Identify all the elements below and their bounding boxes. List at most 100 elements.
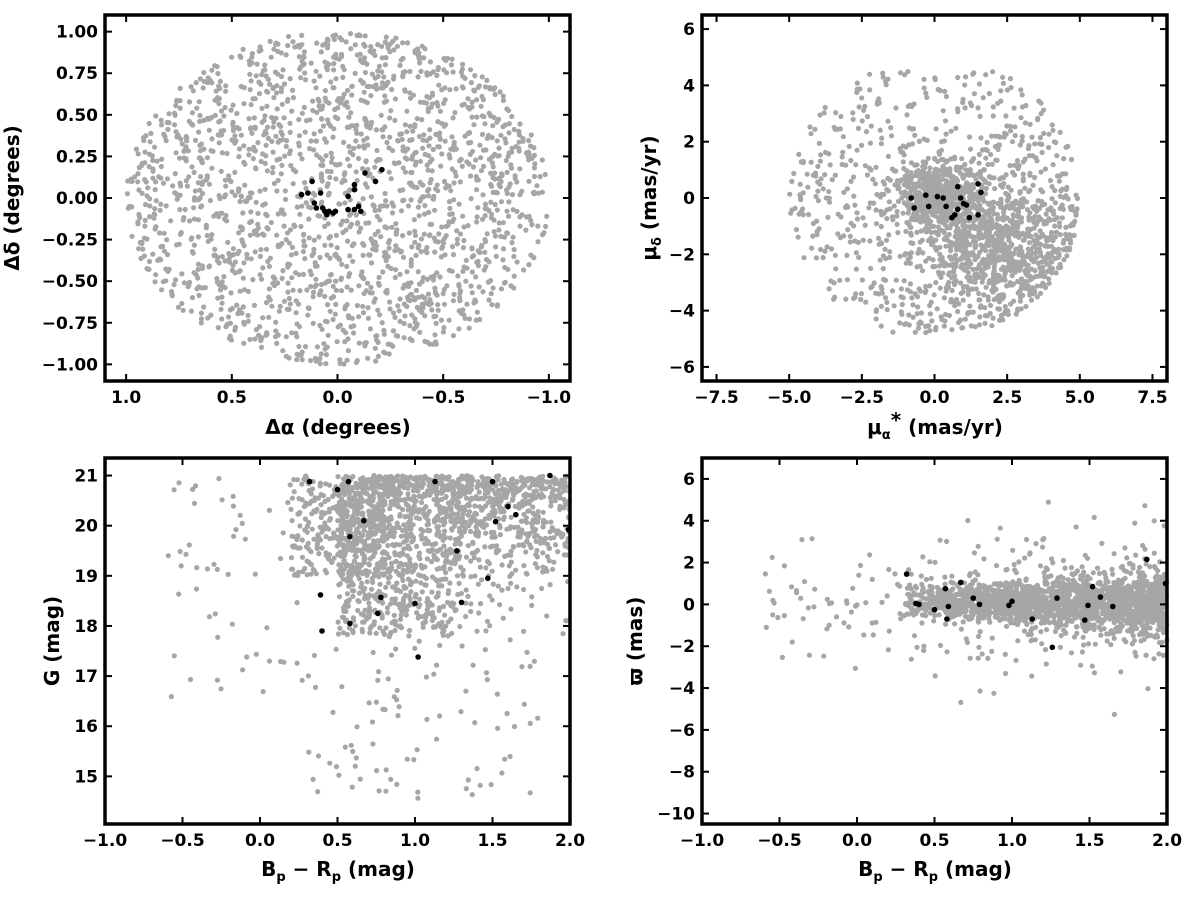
field-point bbox=[393, 221, 399, 227]
y-tick-label: −0.75 bbox=[42, 314, 98, 334]
field-point bbox=[421, 194, 427, 200]
field-point bbox=[1030, 182, 1036, 188]
field-point bbox=[998, 196, 1004, 202]
field-point bbox=[1037, 135, 1043, 141]
field-point bbox=[232, 324, 239, 330]
field-point bbox=[364, 135, 370, 141]
field-point bbox=[155, 257, 161, 263]
field-point bbox=[273, 40, 279, 46]
field-point bbox=[1046, 216, 1052, 222]
field-point bbox=[386, 145, 392, 151]
field-point bbox=[490, 285, 496, 291]
field-point bbox=[426, 95, 433, 101]
field-point bbox=[306, 749, 312, 755]
field-point bbox=[815, 163, 821, 169]
field-point bbox=[1038, 169, 1044, 175]
field-point bbox=[882, 295, 889, 301]
x-tick-label: 7.5 bbox=[1137, 388, 1167, 408]
field-point bbox=[256, 332, 262, 338]
field-point bbox=[486, 297, 492, 303]
field-point bbox=[303, 200, 309, 206]
field-point bbox=[540, 564, 546, 570]
field-point bbox=[388, 776, 394, 783]
field-point bbox=[1001, 209, 1007, 215]
field-point bbox=[382, 350, 388, 356]
field-point bbox=[526, 178, 532, 184]
field-point bbox=[939, 317, 945, 323]
field-point bbox=[333, 251, 339, 257]
field-point bbox=[312, 355, 318, 362]
field-point bbox=[384, 139, 390, 146]
field-point bbox=[351, 145, 357, 151]
field-point bbox=[388, 601, 394, 607]
field-point bbox=[946, 272, 952, 278]
field-point bbox=[534, 183, 540, 189]
field-point bbox=[398, 248, 404, 254]
field-point bbox=[439, 244, 446, 250]
field-point bbox=[989, 133, 995, 139]
field-point bbox=[257, 253, 263, 259]
field-point bbox=[424, 138, 430, 144]
field-point bbox=[411, 217, 417, 223]
field-point bbox=[459, 102, 465, 108]
field-point bbox=[333, 76, 339, 82]
field-point bbox=[1032, 174, 1038, 181]
field-point bbox=[418, 236, 424, 242]
field-point bbox=[390, 328, 396, 334]
field-point bbox=[382, 190, 388, 197]
field-point bbox=[294, 660, 300, 666]
field-point bbox=[907, 102, 913, 108]
field-point bbox=[538, 494, 544, 501]
field-point bbox=[965, 309, 971, 316]
field-point bbox=[1008, 258, 1014, 264]
field-point bbox=[280, 348, 286, 354]
field-point bbox=[169, 293, 175, 299]
field-point bbox=[474, 214, 480, 220]
field-point bbox=[279, 207, 285, 213]
field-point bbox=[402, 122, 408, 128]
field-point bbox=[967, 242, 973, 248]
field-point bbox=[463, 613, 469, 620]
field-point bbox=[1038, 290, 1044, 296]
plot-frame-sky bbox=[103, 13, 572, 383]
field-point bbox=[1040, 264, 1046, 270]
field-point bbox=[288, 163, 294, 169]
field-point bbox=[152, 144, 158, 150]
field-point bbox=[236, 154, 242, 160]
field-point bbox=[320, 123, 327, 129]
field-point bbox=[388, 108, 394, 114]
field-point bbox=[1007, 205, 1013, 211]
field-point bbox=[147, 196, 153, 202]
field-point bbox=[873, 207, 879, 213]
field-point bbox=[384, 225, 390, 231]
field-point bbox=[383, 258, 389, 264]
field-point bbox=[433, 341, 439, 347]
field-point bbox=[508, 580, 514, 587]
field-point bbox=[135, 179, 141, 185]
field-point bbox=[299, 156, 305, 162]
field-point bbox=[153, 272, 159, 278]
field-point bbox=[523, 227, 529, 233]
field-point bbox=[1046, 144, 1052, 151]
field-point bbox=[400, 147, 406, 153]
field-point bbox=[209, 67, 215, 73]
field-point bbox=[287, 148, 293, 154]
field-point bbox=[933, 185, 939, 191]
field-point bbox=[315, 96, 321, 102]
field-point bbox=[880, 179, 886, 185]
field-point bbox=[914, 198, 920, 204]
field-point bbox=[232, 270, 238, 276]
field-point bbox=[325, 37, 331, 43]
field-point bbox=[878, 323, 884, 329]
field-point bbox=[907, 281, 914, 287]
field-point bbox=[143, 201, 149, 208]
field-point bbox=[966, 250, 972, 256]
field-point bbox=[313, 85, 319, 91]
field-point bbox=[1031, 219, 1037, 225]
field-point bbox=[412, 228, 418, 234]
field-point bbox=[1058, 188, 1064, 194]
field-point bbox=[1018, 115, 1024, 121]
field-point bbox=[1022, 120, 1028, 126]
field-point bbox=[896, 185, 902, 191]
field-point bbox=[146, 120, 152, 127]
